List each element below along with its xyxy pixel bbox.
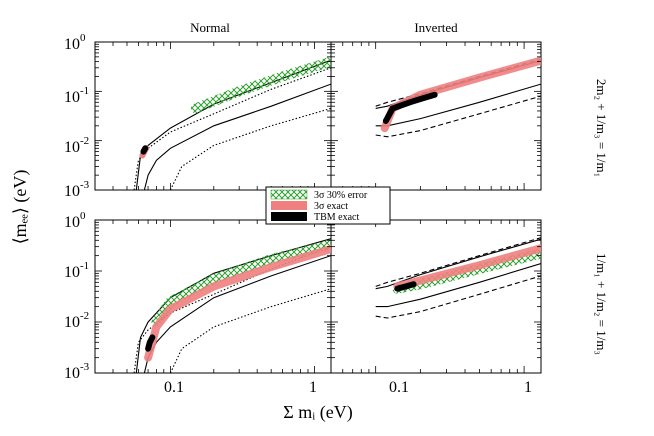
panel-frame-inverted-bottom <box>330 219 542 374</box>
series-blob <box>145 334 156 352</box>
series-blob <box>140 145 149 155</box>
svg-text:100: 100 <box>64 210 86 231</box>
svg-text:10-2: 10-2 <box>64 135 89 156</box>
legend: 3σ 30% error 3σ exact TBM exact <box>265 186 391 225</box>
legend-swatch-tbm-exact <box>271 212 307 221</box>
series-line-dashed <box>375 237 541 287</box>
series-band <box>151 239 331 327</box>
y-axis-label: ⟨mₑₑ⟩ (eV) <box>10 170 31 245</box>
legend-swatch-30pct-error <box>270 189 308 200</box>
y-tick-label: 10-2 <box>64 310 89 331</box>
panel-frame-normal-bottom <box>94 219 332 374</box>
svg-text:10-3: 10-3 <box>64 179 90 200</box>
x-tick-label: 0.1 <box>164 379 184 396</box>
series-line-dashed <box>375 95 541 138</box>
x-tick-label: 1 <box>309 379 317 396</box>
series-band <box>393 244 541 291</box>
legend-label-30pct-error: 3σ 30% error <box>314 190 368 201</box>
series-band <box>144 245 331 362</box>
y-tick-label: 10-3 <box>64 179 90 200</box>
row-label-top: 2m₂ + 1/m₃ = 1/m₁ <box>594 79 609 177</box>
panel-frame-normal-top <box>94 41 332 191</box>
column-title-normal: Normal <box>190 20 230 35</box>
x-axis-label: Σ mᵢ (eV) <box>283 402 352 423</box>
panel-inverted-bottom <box>375 237 541 319</box>
series-line-solid <box>375 262 541 308</box>
series-blob <box>382 91 438 124</box>
series-blob <box>394 281 417 292</box>
series-line-dashed <box>375 275 541 319</box>
series-line-dotted <box>133 67 331 190</box>
series-layer <box>133 56 541 373</box>
svg-text:100: 100 <box>64 32 86 53</box>
series-line-dotted <box>169 288 331 373</box>
series-line-solid <box>135 59 331 190</box>
x-tick-label: 1 <box>524 379 532 396</box>
series-line-dotted <box>169 107 331 190</box>
panel-normal-top <box>133 56 331 190</box>
svg-text:10-2: 10-2 <box>64 310 89 331</box>
series-band <box>190 56 331 114</box>
y-tick-label: 10-1 <box>64 85 89 106</box>
legend-label-3sigma-exact: 3σ exact <box>314 201 348 212</box>
svg-text:10-3: 10-3 <box>64 361 90 382</box>
panel-inverted-top <box>375 56 541 138</box>
svg-text:10-1: 10-1 <box>64 85 89 106</box>
y-tick-label: 10-1 <box>64 260 89 281</box>
y-tick-label: 100 <box>64 210 86 231</box>
panel-frame-inverted-top <box>330 41 542 191</box>
y-tick-label: 10-2 <box>64 135 89 156</box>
y-tick-label: 10-3 <box>64 361 90 382</box>
legend-label-tbm-exact: TBM exact <box>314 212 359 223</box>
row-label-bottom: 1/m₁ + 1/m₂ = 1/m₃ <box>594 253 609 355</box>
series-line-solid <box>143 83 331 190</box>
column-title-inverted: Inverted <box>414 20 458 35</box>
legend-swatch-3sigma-exact <box>271 201 307 210</box>
x-tick-label: 0.1 <box>389 379 409 396</box>
panel-normal-bottom <box>133 238 331 373</box>
y-tick-label: 100 <box>64 32 86 53</box>
svg-text:10-1: 10-1 <box>64 260 89 281</box>
series-line-solid <box>375 238 541 290</box>
